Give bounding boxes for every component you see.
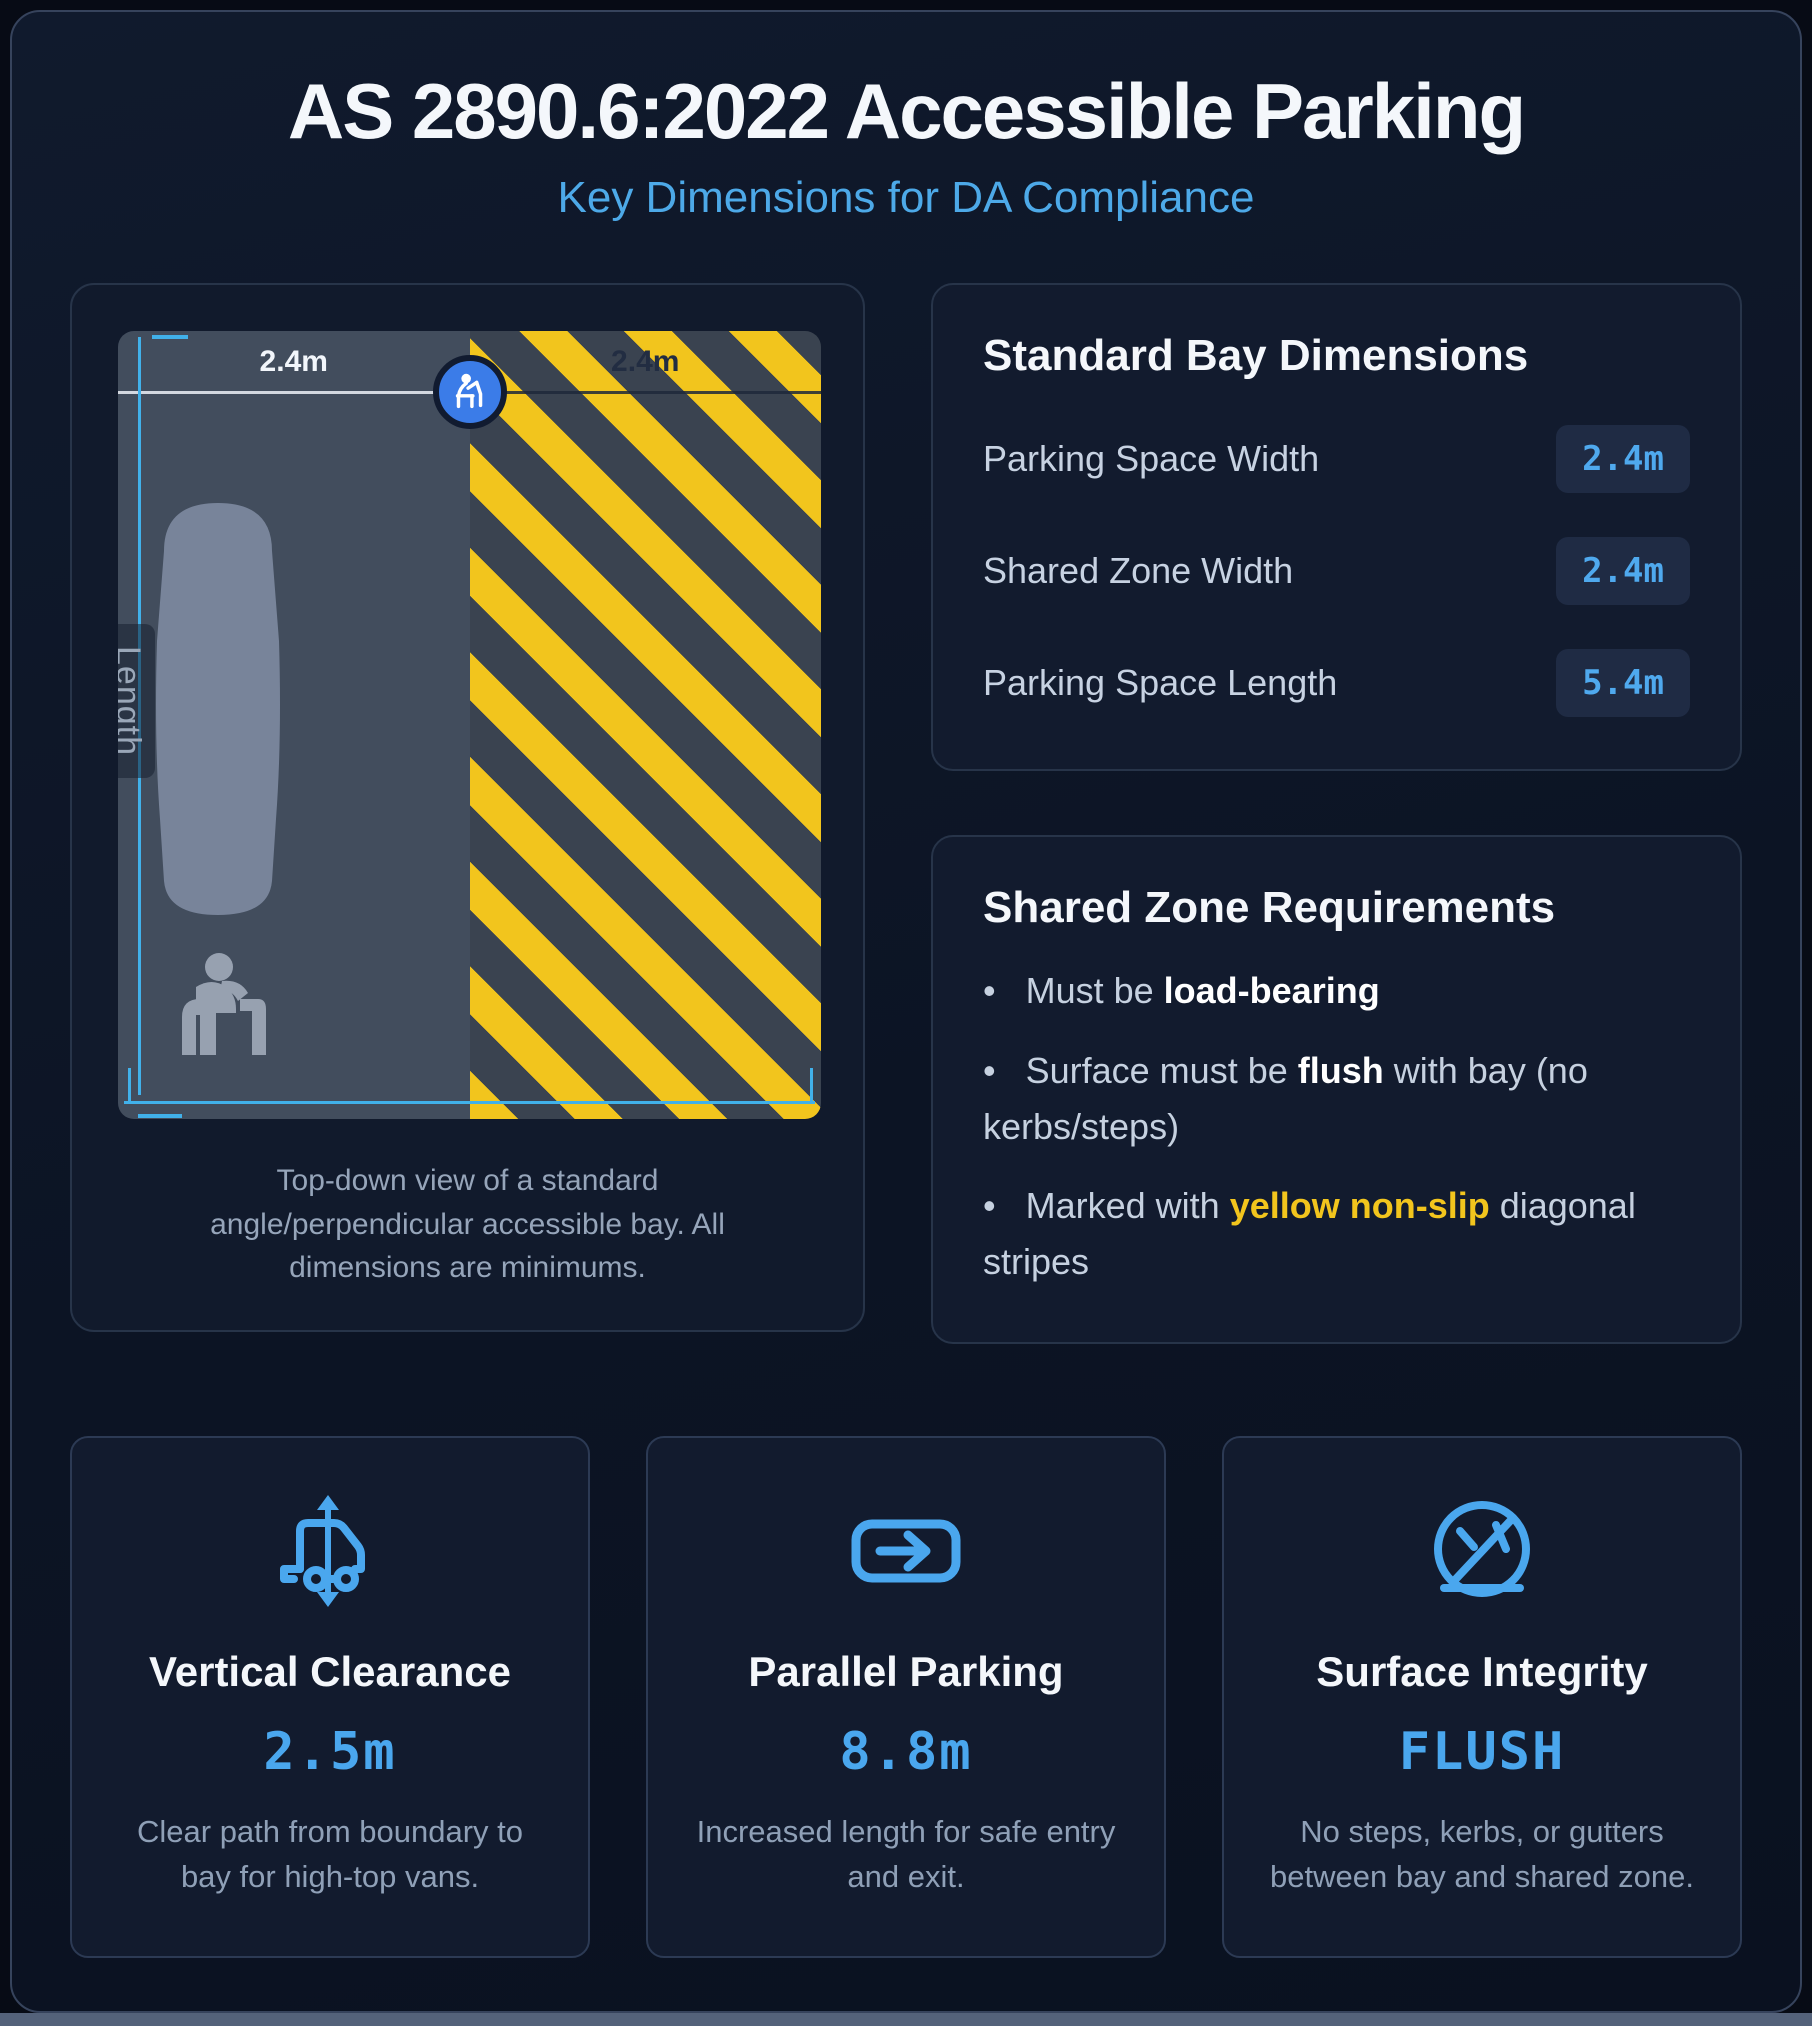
dimension-label: Parking Space Length <box>983 662 1338 703</box>
shared-zone-area: 2.4m <box>469 331 821 1119</box>
width-dimension-dash <box>138 1114 182 1118</box>
main-card: AS 2890.6:2022 Accessible Parking Key Di… <box>10 10 1802 2013</box>
feature-description: Increased length for safe entry and exit… <box>696 1813 1116 1894</box>
dimension-row: Parking Space Length 5.4m <box>983 649 1690 717</box>
arrow-right-sign-icon <box>684 1490 1128 1612</box>
length-axis-label: Length <box>118 624 155 779</box>
bottom-accent-strip <box>0 2013 1812 2026</box>
dimension-value-chip: 5.4m <box>1556 649 1690 717</box>
accessible-person-icon <box>455 373 482 409</box>
top-row: 2.4m <box>70 283 1742 1344</box>
right-column: Standard Bay Dimensions Parking Space Wi… <box>931 283 1742 1344</box>
dimension-line-right <box>469 391 821 394</box>
length-dimension-tick <box>152 335 188 339</box>
bay-drawing: 2.4m <box>118 331 821 1119</box>
bay-diagram: 2.4m <box>118 331 821 1119</box>
car-silhouette <box>156 503 280 915</box>
width-dimension-tick-right <box>810 1068 813 1102</box>
feature-title: Vertical Clearance <box>149 1647 511 1695</box>
feature-card-vertical-clearance: Vertical Clearance 2.5m Clear path from … <box>70 1435 590 1958</box>
requirements-list: Must be load-bearing Surface must be flu… <box>983 963 1690 1290</box>
requirement-item: Marked with yellow non-slip diagonal str… <box>983 1178 1690 1290</box>
page-subtitle: Key Dimensions for DA Compliance <box>557 173 1255 222</box>
dimension-label: Parking Space Width <box>983 438 1320 479</box>
diagram-caption: Top-down view of a standard angle/perpen… <box>210 1164 725 1284</box>
requirement-item: Surface must be flush with bay (no kerbs… <box>983 1043 1690 1155</box>
accessible-parking-badge <box>432 355 507 429</box>
parking-width-label: 2.4m <box>259 345 328 378</box>
dimension-line-left <box>118 391 470 394</box>
feature-value: 2.5m <box>263 1721 397 1782</box>
feature-card-parallel-parking: Parallel Parking 8.8m Increased length f… <box>646 1435 1166 1958</box>
dimension-value-chip: 2.4m <box>1556 537 1690 605</box>
width-dimension-line <box>124 1101 815 1104</box>
no-steps-icon <box>1260 1490 1704 1612</box>
feature-cards-row: Vertical Clearance 2.5m Clear path from … <box>70 1435 1742 1958</box>
parking-space-area: 2.4m <box>118 331 470 1119</box>
width-dimension-tick-left <box>128 1068 131 1102</box>
feature-description: No steps, kerbs, or gutters between bay … <box>1270 1813 1694 1894</box>
standard-bay-panel: Standard Bay Dimensions Parking Space Wi… <box>931 283 1742 771</box>
shared-width-label: 2.4m <box>611 345 680 378</box>
feature-value: 8.8m <box>839 1721 973 1782</box>
dimension-label: Shared Zone Width <box>983 550 1294 591</box>
dimension-row: Parking Space Width 2.4m <box>983 425 1690 493</box>
page-title: AS 2890.6:2022 Accessible Parking <box>287 67 1526 155</box>
shared-zone-panel: Shared Zone Requirements Must be load-be… <box>931 835 1742 1344</box>
wheelchair-pictogram <box>182 953 266 1055</box>
feature-card-surface-integrity: Surface Integrity FLUSH No steps, kerbs,… <box>1222 1435 1742 1958</box>
feature-description: Clear path from boundary to bay for high… <box>137 1813 523 1894</box>
standard-bay-title: Standard Bay Dimensions <box>983 331 1529 380</box>
feature-title: Parallel Parking <box>748 1647 1064 1695</box>
feature-value: FLUSH <box>1398 1721 1566 1782</box>
feature-title: Surface Integrity <box>1316 1647 1648 1695</box>
requirement-item: Must be load-bearing <box>983 963 1690 1019</box>
shared-zone-title: Shared Zone Requirements <box>983 883 1556 932</box>
dimension-value-chip: 2.4m <box>1556 425 1690 493</box>
van-height-clearance-icon <box>108 1490 552 1612</box>
bay-diagram-panel: 2.4m <box>70 283 865 1332</box>
dimension-row: Shared Zone Width 2.4m <box>983 537 1690 605</box>
